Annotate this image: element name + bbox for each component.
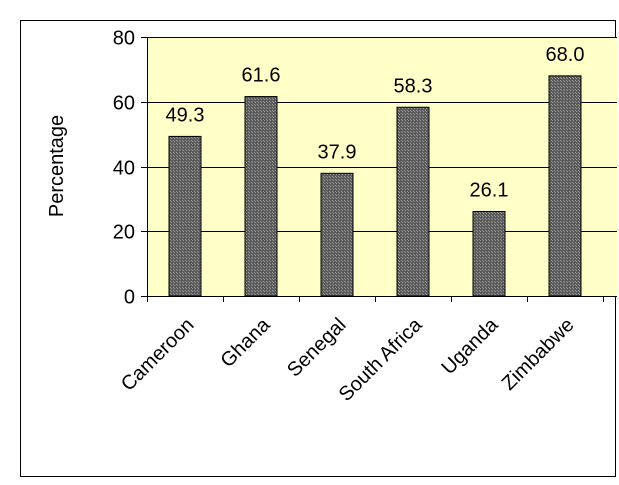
value-label: 61.6 (242, 65, 281, 87)
y-axis-title: Percentage (46, 115, 68, 217)
y-tick-label: 40 (113, 158, 135, 180)
y-tick-label: 60 (113, 93, 135, 115)
bar-south-africa (396, 106, 430, 297)
gridlines (147, 37, 617, 232)
y-axis: 0 20 40 60 80 (113, 28, 148, 309)
plot-area (147, 37, 617, 296)
bars (168, 75, 582, 297)
y-tick-label: 80 (113, 28, 135, 50)
value-labels: 49.3 61.6 37.9 58.3 26.1 68.0 (166, 44, 585, 202)
y-tick-label: 20 (113, 222, 135, 244)
x-axis (147, 296, 617, 302)
bar-cameroon (168, 135, 202, 297)
value-label: 26.1 (470, 180, 509, 202)
bar-ghana (244, 96, 278, 297)
value-label: 49.3 (166, 104, 205, 126)
bar-uganda (472, 211, 506, 297)
value-label: 37.9 (318, 141, 357, 163)
value-label: 68.0 (546, 44, 585, 66)
value-label: 58.3 (394, 75, 433, 97)
y-tick-label: 0 (124, 287, 135, 309)
bar-zimbabwe (548, 75, 582, 297)
bar-senegal (320, 172, 354, 297)
